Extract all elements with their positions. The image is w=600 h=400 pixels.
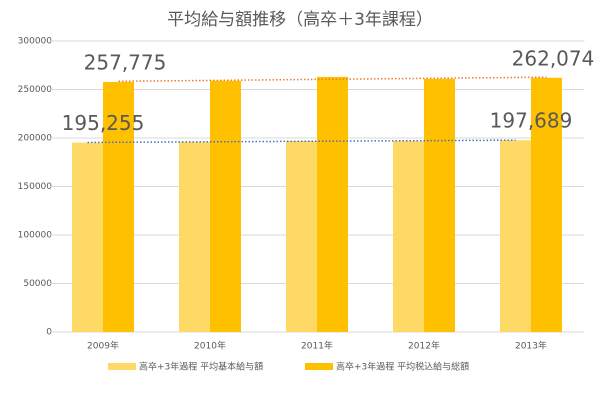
x-tick-label: 2009年: [87, 340, 119, 352]
bar: [179, 141, 210, 332]
value-label: 257,775: [84, 50, 167, 74]
value-label: 197,689: [490, 109, 573, 133]
bar: [103, 81, 134, 332]
x-tick-label: 2011年: [301, 340, 333, 352]
bar: [210, 80, 241, 333]
x-tick-label: 2013年: [515, 340, 547, 352]
value-label: 195,255: [62, 111, 145, 135]
legend-swatch: [305, 363, 333, 370]
trendline: [87, 139, 516, 144]
y-tick-label: 100000: [18, 231, 53, 241]
y-tick-label: 0: [46, 328, 52, 338]
bar: [393, 140, 424, 332]
bar: [424, 78, 455, 332]
y-tick-label: 150000: [18, 182, 53, 192]
x-tick-label: 2010年: [194, 340, 226, 352]
bar: [286, 140, 317, 332]
value-label: 262,074: [512, 46, 595, 70]
y-tick-label: 200000: [18, 134, 53, 144]
bar: [500, 140, 531, 332]
x-tick-label: 2012年: [408, 340, 440, 352]
legend-swatch: [108, 363, 136, 370]
y-tick-label: 50000: [23, 279, 52, 289]
y-tick-label: 250000: [18, 85, 53, 95]
legend-label: 高卒+3年過程 平均税込給与総額: [336, 361, 469, 373]
chart-title: 平均給与額推移（高卒＋3年課程）: [167, 10, 433, 30]
y-tick-label: 300000: [18, 37, 53, 47]
bar: [531, 77, 562, 332]
trendline: [118, 76, 547, 83]
legend-label: 高卒+3年過程 平均基本給与額: [139, 361, 263, 373]
bar: [317, 76, 348, 332]
bar: [72, 142, 103, 332]
